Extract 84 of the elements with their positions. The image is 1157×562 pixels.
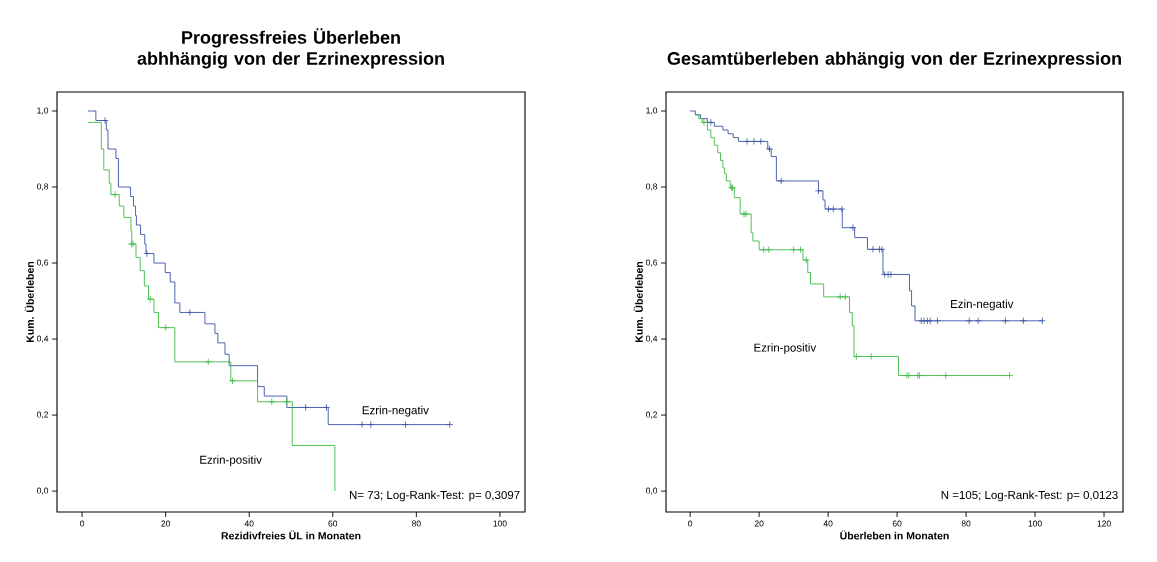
point [743, 137, 751, 146]
point [867, 352, 875, 361]
chart-title: Progressfreies Überleben abhhängig von der Ezrinexpression [137, 28, 444, 69]
point [875, 245, 884, 253]
point [760, 246, 768, 254]
point [358, 420, 366, 429]
annotation: Ezrin-negativ [362, 405, 429, 417]
y-axis-title: Kum. Überleben [24, 261, 34, 343]
x-tick-label: 0 [80, 520, 85, 527]
point [965, 317, 973, 325]
annotation: Ezrin-positiv [200, 455, 262, 467]
point [974, 317, 982, 325]
point [1001, 317, 1009, 325]
point [757, 137, 765, 146]
point [101, 116, 109, 125]
point [790, 246, 798, 254]
y-axis-title: Kum. Überleben [633, 261, 643, 343]
point [1019, 317, 1027, 325]
annotation: N =105; Log-Rank-Test: p= 0,0123 [941, 490, 1118, 502]
y-tick-label: 0,8 [36, 183, 49, 191]
x-tick-label: 100 [493, 520, 507, 527]
point [1005, 371, 1014, 380]
x-tick-label: 0 [688, 520, 693, 527]
point [186, 308, 194, 317]
annotation: Ezin-negativ [951, 299, 1014, 311]
y-tick-label: 0,6 [646, 259, 658, 267]
point [446, 420, 454, 429]
point [707, 118, 715, 126]
y-tick-label: 0,0 [646, 487, 658, 495]
annotation: N= 73; Log-Rank-Test: p= 0,3097 [349, 490, 520, 502]
x-tick-label: 40 [244, 520, 254, 527]
point [367, 420, 375, 429]
y-tick-label: 0,6 [36, 259, 49, 267]
point [228, 377, 237, 385]
point [765, 246, 773, 254]
point [700, 118, 708, 126]
y-tick-label: 1,0 [646, 107, 658, 115]
x-axis-title: Überleben in Monaten [840, 530, 949, 540]
point [849, 224, 857, 232]
y-tick-label: 0,4 [36, 335, 49, 343]
point [162, 324, 170, 332]
point [204, 358, 212, 366]
point [878, 245, 886, 253]
chart-title: Gesamtüberleben abhängig von der Ezrinexpression [667, 51, 1121, 69]
point [838, 205, 846, 213]
point [841, 293, 849, 301]
x-tick-label: 80 [412, 520, 421, 527]
x-tick-label: 100 [1028, 520, 1042, 527]
point [852, 352, 860, 361]
annotation: Ezrin-positiv [754, 343, 817, 354]
y-tick-label: 0,2 [646, 411, 658, 419]
point [836, 293, 844, 301]
point [143, 249, 151, 258]
y-tick-label: 0,8 [646, 183, 658, 191]
x-tick-label: 80 [961, 520, 971, 527]
point [146, 295, 154, 303]
point [814, 187, 823, 195]
x-tick-label: 20 [161, 520, 171, 527]
y-tick-label: 0,0 [36, 487, 49, 495]
point [869, 245, 877, 253]
point [933, 317, 942, 325]
point [942, 371, 950, 380]
point [283, 398, 291, 406]
point [777, 177, 785, 185]
y-tick-label: 0,4 [646, 335, 658, 343]
point [765, 145, 774, 153]
point [824, 205, 833, 213]
x-axis-title: Rezidivfreies ÜL in Monaten [221, 530, 361, 540]
point [750, 137, 758, 146]
x-tick-label: 60 [328, 520, 338, 527]
x-tick-label: 20 [754, 520, 764, 527]
x-tick-label: 40 [823, 520, 833, 527]
x-tick-label: 120 [1097, 520, 1111, 527]
y-tick-label: 1,0 [37, 107, 49, 115]
point [829, 205, 837, 213]
point [796, 246, 805, 254]
point [1038, 317, 1046, 325]
point [111, 191, 119, 199]
point [401, 420, 410, 429]
x-tick-label: 60 [892, 520, 902, 527]
point [302, 403, 310, 412]
y-tick-label: 0,2 [36, 411, 49, 419]
point [802, 256, 810, 264]
point [268, 398, 276, 406]
